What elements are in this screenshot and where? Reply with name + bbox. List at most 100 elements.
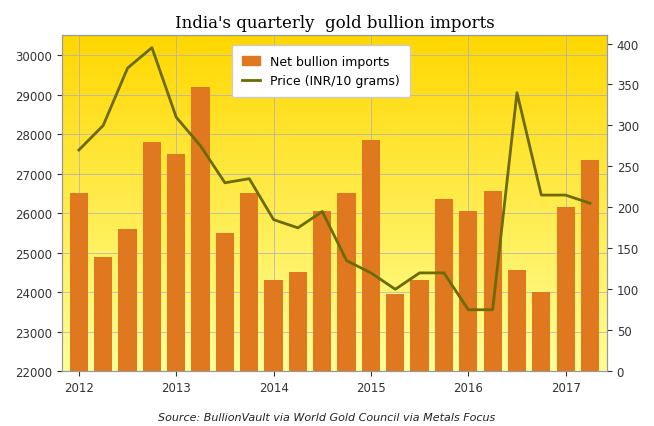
Bar: [362, 141, 380, 426]
Bar: [62, 340, 607, 341]
Bar: [62, 164, 607, 165]
Bar: [62, 299, 607, 301]
Bar: [62, 117, 607, 118]
Bar: [62, 100, 607, 101]
Bar: [62, 353, 607, 354]
Bar: [483, 192, 502, 426]
Bar: [62, 351, 607, 353]
Bar: [62, 246, 607, 248]
Bar: [62, 202, 607, 204]
Bar: [62, 365, 607, 366]
Bar: [62, 326, 607, 328]
Bar: [62, 78, 607, 80]
Bar: [62, 149, 607, 150]
Bar: [62, 237, 607, 239]
Bar: [62, 294, 607, 296]
Bar: [62, 358, 607, 360]
Bar: [62, 196, 607, 197]
Bar: [62, 333, 607, 334]
Bar: [62, 363, 607, 365]
Bar: [62, 66, 607, 68]
Bar: [62, 219, 607, 221]
Bar: [62, 187, 607, 189]
Bar: [62, 277, 607, 279]
Bar: [62, 40, 607, 41]
Bar: [62, 185, 607, 187]
Bar: [62, 63, 607, 65]
Bar: [62, 226, 607, 227]
Bar: [62, 197, 607, 199]
Bar: [62, 234, 607, 236]
Text: Source: BullionVault via World Gold Council via Metals Focus: Source: BullionVault via World Gold Coun…: [158, 412, 496, 422]
Bar: [62, 172, 607, 174]
Bar: [62, 313, 607, 314]
Title: India's quarterly  gold bullion imports: India's quarterly gold bullion imports: [175, 15, 494, 32]
Bar: [62, 190, 607, 192]
Bar: [62, 178, 607, 180]
Bar: [62, 356, 607, 358]
Bar: [62, 204, 607, 205]
Bar: [532, 293, 551, 426]
Bar: [62, 140, 607, 142]
Bar: [62, 152, 607, 153]
Bar: [62, 70, 607, 72]
Bar: [62, 276, 607, 277]
Bar: [62, 72, 607, 73]
Bar: [62, 224, 607, 226]
Bar: [62, 242, 607, 244]
Bar: [62, 112, 607, 113]
Bar: [62, 61, 607, 63]
Bar: [386, 294, 404, 426]
Bar: [62, 232, 607, 234]
Bar: [62, 212, 607, 214]
Bar: [62, 366, 607, 368]
Bar: [62, 222, 607, 224]
Bar: [62, 125, 607, 127]
Bar: [62, 284, 607, 286]
Bar: [62, 210, 607, 212]
Bar: [62, 97, 607, 98]
Bar: [62, 138, 607, 140]
Bar: [62, 60, 607, 61]
Bar: [62, 142, 607, 144]
Bar: [62, 269, 607, 271]
Bar: [62, 177, 607, 178]
Bar: [62, 170, 607, 172]
Bar: [62, 207, 607, 209]
Bar: [581, 161, 599, 426]
Bar: [62, 51, 607, 53]
Bar: [62, 88, 607, 90]
Bar: [62, 361, 607, 363]
Bar: [62, 304, 607, 306]
Bar: [62, 95, 607, 97]
Bar: [62, 241, 607, 242]
Bar: [62, 214, 607, 216]
Bar: [62, 209, 607, 210]
Bar: [62, 291, 607, 293]
Bar: [337, 194, 356, 426]
Bar: [62, 43, 607, 45]
Bar: [62, 106, 607, 108]
Bar: [62, 318, 607, 320]
Bar: [62, 158, 607, 160]
Bar: [62, 252, 607, 254]
Bar: [62, 120, 607, 122]
Bar: [62, 286, 607, 288]
Bar: [62, 354, 607, 356]
Bar: [62, 128, 607, 130]
Bar: [62, 124, 607, 125]
Bar: [62, 296, 607, 298]
Bar: [62, 320, 607, 321]
Bar: [62, 282, 607, 284]
Bar: [62, 328, 607, 329]
Bar: [62, 236, 607, 237]
Bar: [62, 257, 607, 259]
Bar: [62, 329, 607, 331]
Bar: [62, 58, 607, 60]
Bar: [62, 147, 607, 149]
Bar: [508, 271, 526, 426]
Bar: [62, 115, 607, 117]
Bar: [62, 103, 607, 105]
Bar: [435, 200, 453, 426]
Bar: [62, 174, 607, 176]
